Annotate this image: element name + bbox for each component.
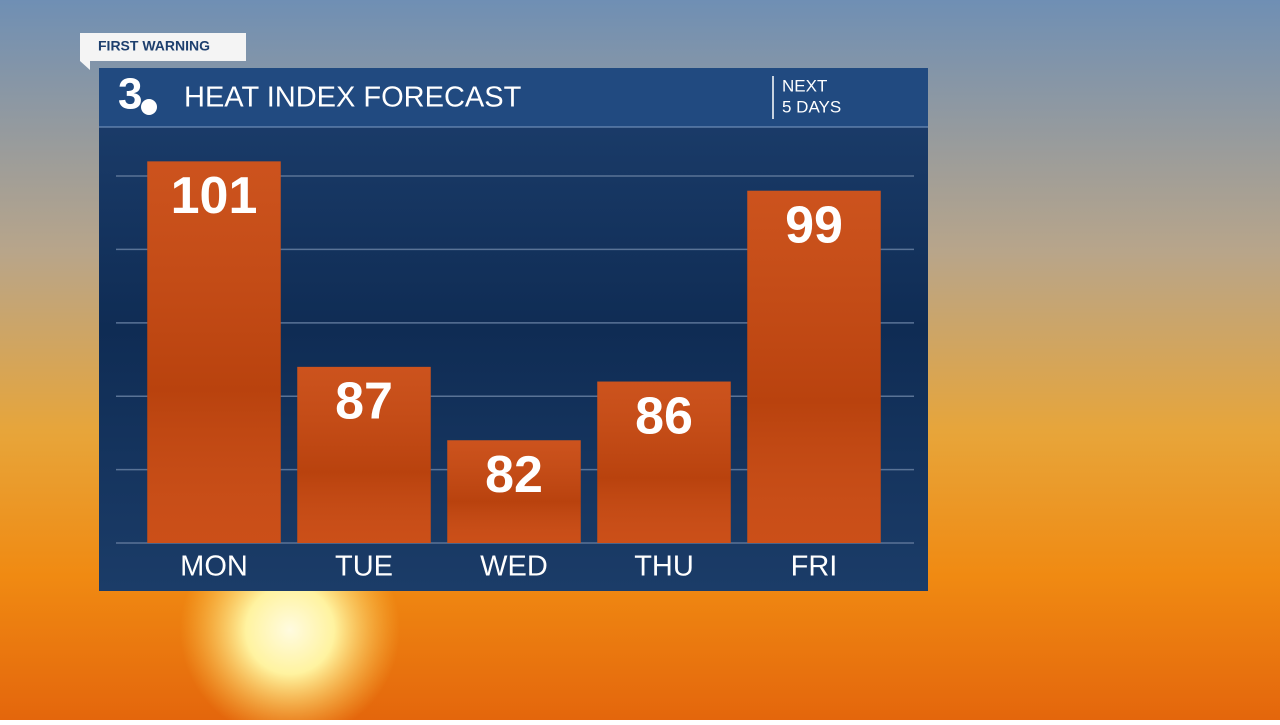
value-label: 101 — [171, 167, 258, 225]
x-tick-label: MON — [180, 551, 248, 583]
value-label: 87 — [335, 373, 393, 431]
bar-shade — [147, 161, 281, 543]
logo-eye — [141, 99, 157, 115]
tag-box — [80, 33, 246, 70]
x-tick-label: WED — [480, 551, 548, 583]
logo: 3 — [118, 70, 142, 119]
value-label: 82 — [485, 446, 543, 504]
bar-shade — [747, 190, 881, 543]
subtitle: 5 DAYS — [782, 97, 841, 116]
value-label: 86 — [635, 387, 693, 445]
bar-shade — [597, 381, 731, 543]
chart-title: HEAT INDEX FORECAST — [184, 82, 522, 114]
x-tick-label: FRI — [791, 551, 838, 583]
x-tick-label: THU — [634, 551, 694, 583]
bar-shade — [297, 366, 431, 543]
tag: FIRST WARNING — [98, 38, 210, 54]
x-tick-label: TUE — [335, 551, 393, 583]
subtitle: NEXT — [782, 76, 827, 95]
bar-shade — [447, 440, 581, 543]
value-label: 99 — [785, 196, 843, 254]
header-bar — [99, 68, 928, 127]
